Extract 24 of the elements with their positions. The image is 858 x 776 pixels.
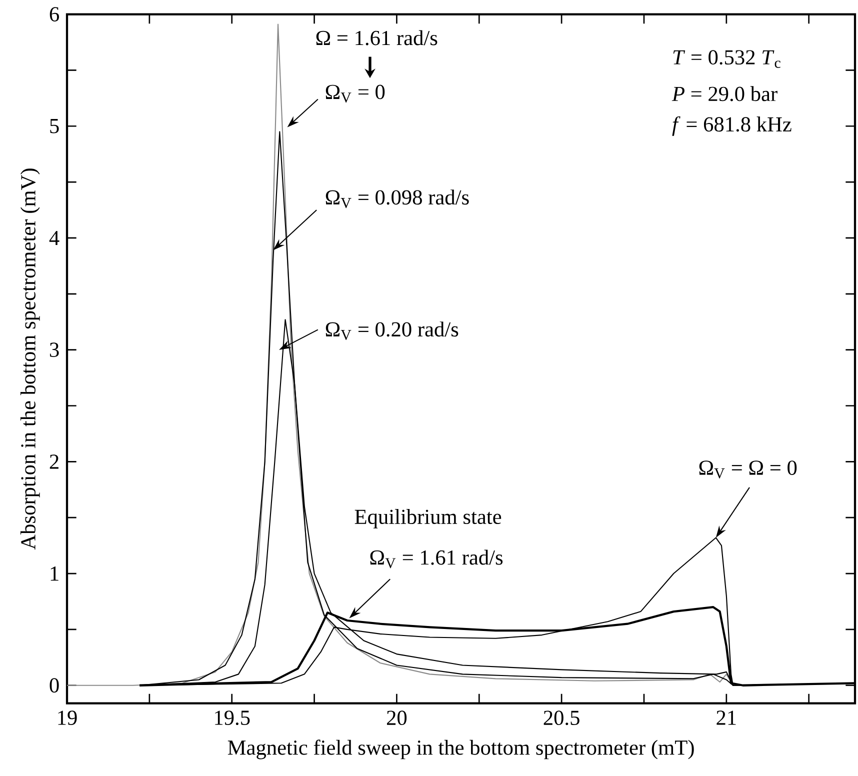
y-tick-label: 2: [50, 454, 58, 469]
x-tick-label: 20: [386, 710, 407, 726]
x-tick-label: 21: [716, 710, 736, 726]
annotation: Ω = 1.61 rad/s: [316, 30, 438, 46]
y-tick-label: 0: [50, 678, 59, 693]
x-tick-label: 19: [58, 710, 77, 726]
annotation: Equilibrium state: [354, 509, 502, 529]
y-tick-label: 6: [50, 7, 59, 22]
y-tick-label: 4: [49, 231, 60, 246]
annotation: Ω$_{V}$ = 0.20 rad/s: [326, 322, 458, 340]
y-tick-label: 1: [50, 566, 58, 581]
annotation: Ω$_{V}$ = Ω = 0: [699, 460, 797, 479]
annotation: f = 681.8 kHz: [672, 116, 792, 136]
annotation: P = 29.0 bar: [672, 86, 778, 102]
y-axis-title: Absorption in the bottom spectrometer (mV): [20, 168, 40, 550]
x-tick-label: 20.5: [544, 710, 580, 726]
x-tick-label: 19.5: [215, 710, 250, 726]
y-tick-label: 5: [50, 119, 59, 134]
annotation: Ω$_{V}$ = 1.61 rad/s: [370, 550, 503, 568]
annotation: Ω$_{V}$ = 0: [326, 84, 385, 103]
annotation: Ω$_{V}$ = 0.098 rad/s: [326, 190, 469, 208]
y-tick-label: 3: [50, 342, 59, 358]
x-axis-title: Magnetic field sweep in the bottom spectrometer (mT): [228, 740, 694, 760]
annotation: T = 0.532 T$_{c}$: [673, 50, 780, 68]
